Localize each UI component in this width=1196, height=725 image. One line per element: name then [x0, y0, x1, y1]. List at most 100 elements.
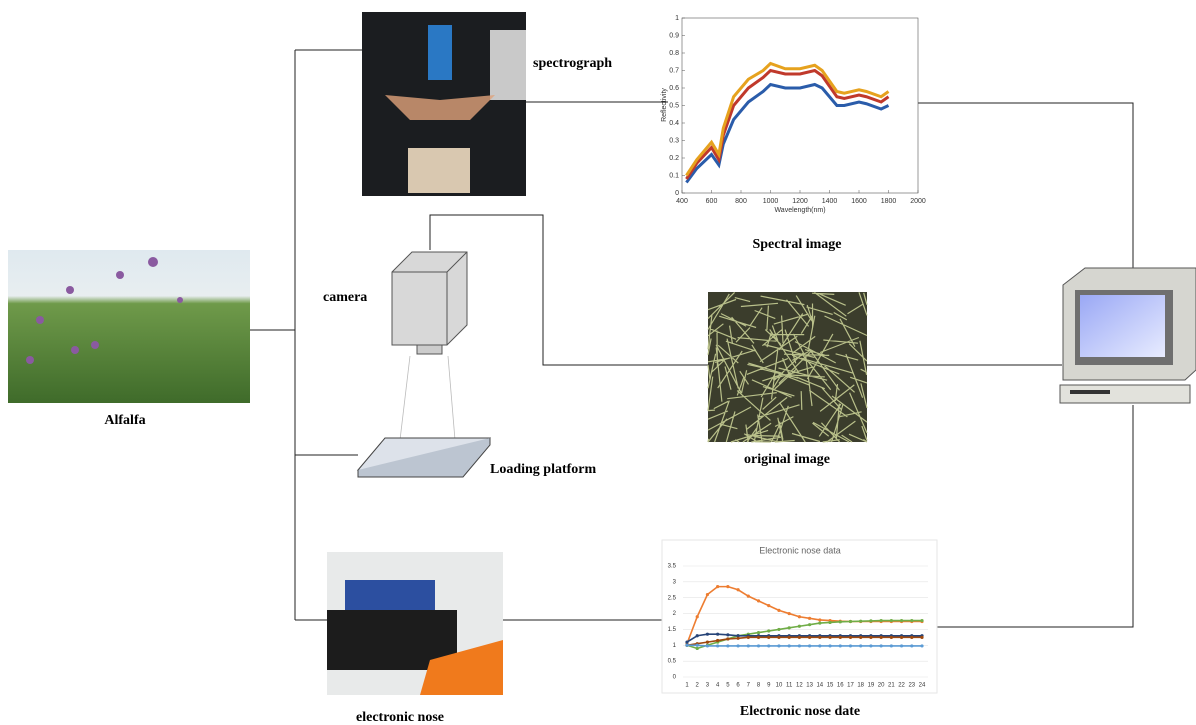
- nose-point: [798, 625, 801, 628]
- nose-point: [859, 620, 862, 623]
- label: Electronic nose date: [740, 704, 860, 719]
- nose-point: [777, 628, 780, 631]
- label: original image: [744, 452, 830, 467]
- nose-line: [687, 645, 922, 646]
- nose-point: [890, 636, 893, 639]
- nose-point: [696, 644, 699, 647]
- nose-point: [869, 636, 872, 639]
- nose-point: [767, 636, 770, 639]
- nose-point: [798, 615, 801, 618]
- x-tick-label: 17: [847, 683, 854, 689]
- y-tick-label: 0.4: [669, 120, 679, 127]
- nose-point: [747, 595, 750, 598]
- nose-point: [839, 636, 842, 639]
- nose-point: [788, 636, 791, 639]
- nose-point: [900, 619, 903, 622]
- nose-point: [726, 633, 729, 636]
- nose-point: [880, 636, 883, 639]
- nose-point: [788, 612, 791, 615]
- y-tick-label: 0.2: [669, 155, 679, 162]
- nose-point: [685, 644, 688, 647]
- nose-point: [910, 644, 913, 647]
- diagram: Alfalfa spectrograph 4006008001000120014…: [0, 0, 1196, 725]
- label: Loading platform: [490, 462, 597, 477]
- nose-point: [706, 644, 709, 647]
- x-tick-label: 20: [878, 683, 885, 689]
- nose-point: [726, 585, 729, 588]
- nose-point: [869, 619, 872, 622]
- nose-point: [788, 644, 791, 647]
- x-tick-label: 14: [816, 683, 823, 689]
- nose-point: [736, 644, 739, 647]
- x-tick-label: 800: [735, 198, 747, 205]
- label: electronic nose: [356, 710, 444, 725]
- nose-point: [757, 631, 760, 634]
- y-tick-label: 0.5: [669, 102, 679, 109]
- x-tick-label: 18: [857, 683, 864, 689]
- nose-point: [747, 644, 750, 647]
- nose-point: [726, 637, 729, 640]
- nose-point: [849, 620, 852, 623]
- label: spectrograph: [533, 56, 612, 71]
- nose-point: [716, 639, 719, 642]
- nose-point: [757, 636, 760, 639]
- nose-point: [910, 619, 913, 622]
- nose-point: [818, 644, 821, 647]
- nose-point: [716, 633, 719, 636]
- nose-point: [808, 636, 811, 639]
- nose-point: [900, 636, 903, 639]
- x-axis-label: Wavelength(nm): [774, 207, 825, 214]
- nose-point: [920, 636, 923, 639]
- nose-point: [736, 637, 739, 640]
- camera-icon: [392, 252, 467, 440]
- x-tick-label: 1800: [881, 198, 897, 205]
- y-tick-label: 1: [675, 15, 679, 22]
- nose-point: [726, 644, 729, 647]
- nose-point: [839, 620, 842, 623]
- nose-point: [808, 623, 811, 626]
- nose-chart: Electronic nose data00.511.522.533.51234…: [662, 540, 937, 693]
- nose-point: [757, 599, 760, 602]
- nose-point: [757, 644, 760, 647]
- x-tick-label: 24: [919, 683, 926, 689]
- nose-point: [818, 618, 821, 621]
- y-axis-label: Reflectivity: [661, 88, 668, 122]
- electronic-nose-photo: [327, 552, 503, 695]
- nose-point: [869, 644, 872, 647]
- nose-point: [808, 617, 811, 620]
- x-tick-label: 1400: [822, 198, 838, 205]
- x-tick-label: 15: [827, 683, 834, 689]
- nose-point: [890, 644, 893, 647]
- nose-point: [880, 619, 883, 622]
- nose-point: [849, 636, 852, 639]
- x-tick-label: 16: [837, 683, 844, 689]
- nose-point: [880, 644, 883, 647]
- nose-point: [696, 647, 699, 650]
- label: Spectral image: [752, 237, 841, 252]
- y-tick-label: 0.5: [668, 659, 677, 665]
- nose-point: [706, 593, 709, 596]
- x-tick-label: 22: [898, 683, 905, 689]
- x-tick-label: 1000: [763, 198, 779, 205]
- spectrograph-photo: [362, 12, 526, 196]
- x-tick-label: 11: [786, 683, 793, 689]
- x-tick-label: 12: [796, 683, 803, 689]
- nose-point: [685, 641, 688, 644]
- nose-point: [839, 644, 842, 647]
- label: camera: [323, 290, 367, 305]
- nose-point: [859, 644, 862, 647]
- nose-point: [736, 588, 739, 591]
- nose-point: [828, 621, 831, 624]
- x-tick-label: 10: [776, 683, 783, 689]
- nose-point: [777, 644, 780, 647]
- straw-photo: [708, 292, 867, 442]
- nose-point: [706, 641, 709, 644]
- x-tick-label: 13: [806, 683, 813, 689]
- y-tick-label: 0.8: [669, 50, 679, 57]
- nose-point: [859, 636, 862, 639]
- x-tick-label: 2000: [910, 198, 926, 205]
- nose-point: [818, 636, 821, 639]
- nose-point: [767, 604, 770, 607]
- nose-point: [777, 636, 780, 639]
- nose-point: [747, 636, 750, 639]
